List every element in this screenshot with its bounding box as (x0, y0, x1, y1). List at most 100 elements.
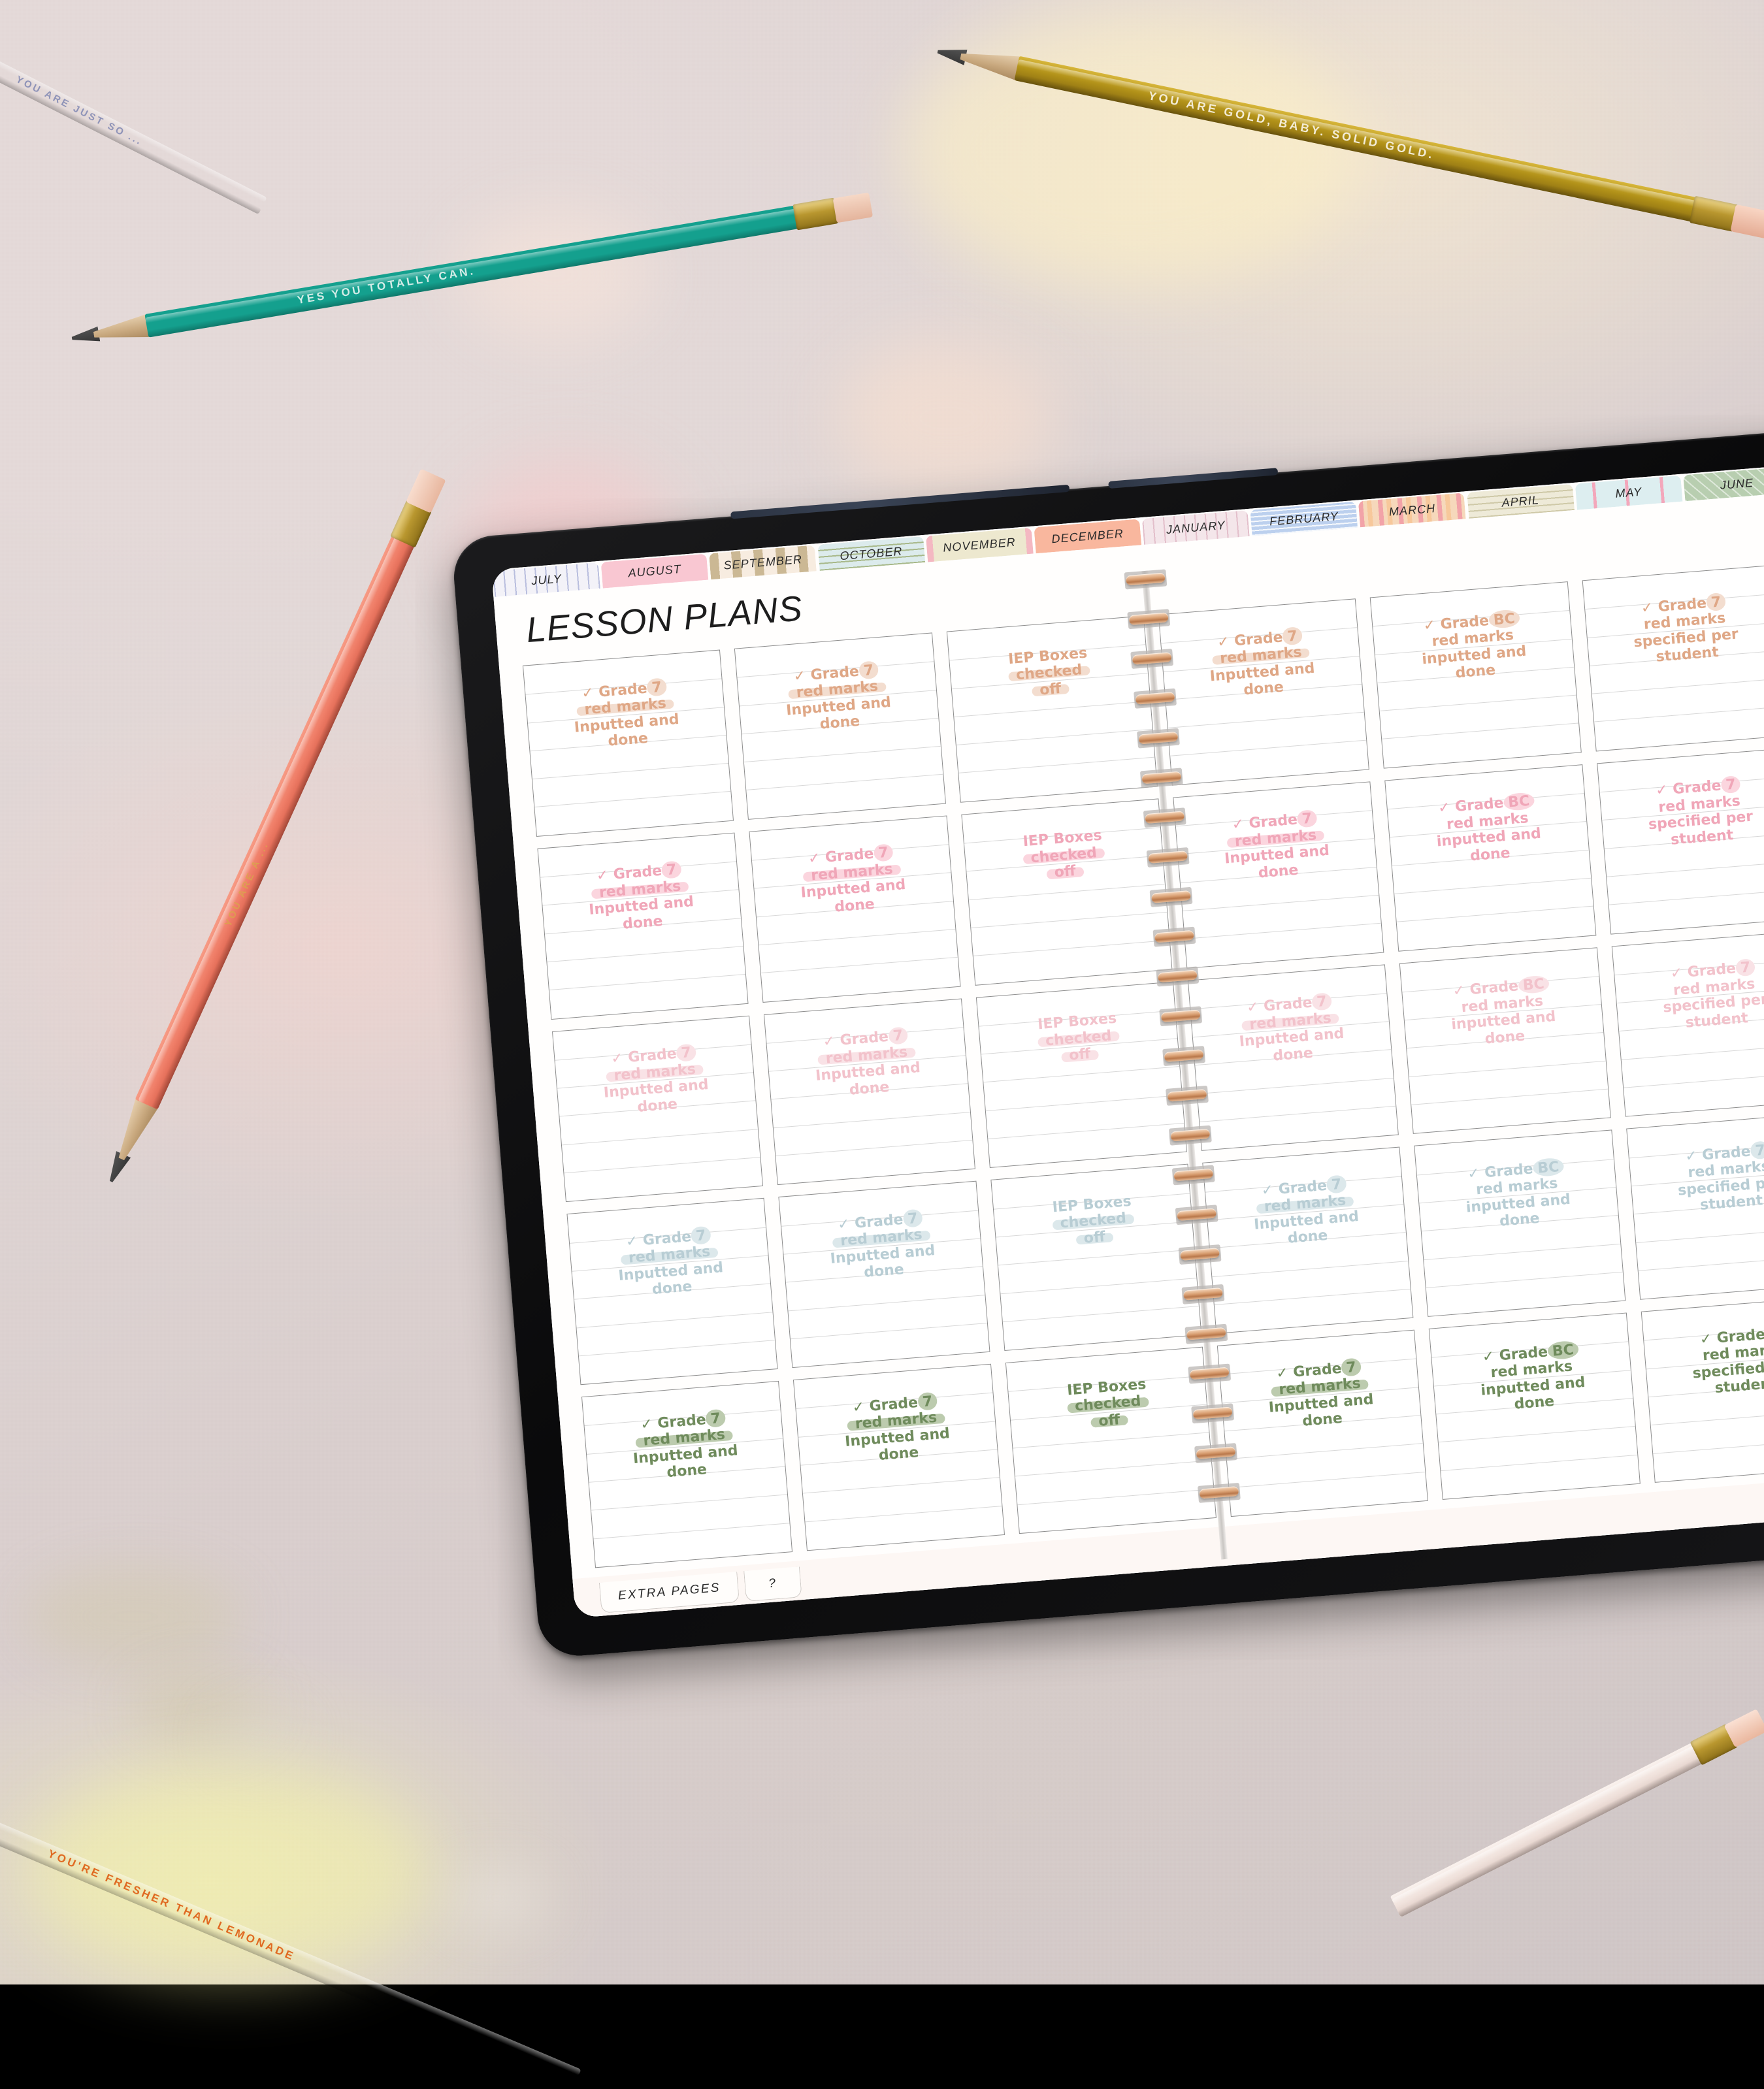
check-icon: ✓ (1437, 800, 1450, 817)
binding-ring (1124, 569, 1167, 589)
rule-line (776, 1140, 972, 1156)
binding-ring (1137, 728, 1180, 749)
help-label: ? (768, 1576, 778, 1591)
rule-line (1621, 1043, 1764, 1060)
rule-line (549, 974, 745, 990)
grade-pill: BC (1532, 1158, 1564, 1177)
page-title: LESSON PLANS (525, 588, 804, 651)
grade-pill: 7 (1706, 593, 1726, 611)
check-icon: ✓ (610, 1050, 623, 1067)
rule-line (1013, 1432, 1209, 1448)
binding-ring (1156, 966, 1199, 986)
rule-line (791, 1323, 987, 1339)
binding-ring (1184, 1324, 1228, 1344)
rule-line (983, 1067, 1179, 1083)
rule-line (968, 884, 1164, 900)
rule-line (1594, 706, 1764, 722)
grade-pill: 7 (691, 1227, 711, 1245)
check-icon: ✓ (823, 1033, 836, 1050)
month-tab-label: JULY (531, 572, 562, 588)
rule-line (958, 757, 1154, 773)
grade-pill: 7 (917, 1393, 938, 1411)
binding-ring (1127, 609, 1170, 629)
binding-ring (1159, 1006, 1202, 1026)
binding-ring (1191, 1403, 1234, 1423)
check-icon: ✓ (1452, 982, 1465, 999)
binding-ring (1198, 1483, 1241, 1503)
grade-pill: BC (1518, 976, 1550, 995)
rule-line (759, 929, 955, 945)
grade-pill: BC (1503, 793, 1535, 812)
grade-pill: 7 (647, 679, 667, 697)
rule-line (803, 1478, 999, 1494)
rule-line (1000, 1278, 1196, 1294)
grade-pill: 7 (873, 845, 893, 863)
rule-line (1441, 1455, 1637, 1471)
rule-line (1607, 861, 1764, 877)
check-icon: ✓ (1467, 1165, 1480, 1182)
binding-ring (1140, 768, 1183, 788)
rule-line (1382, 723, 1578, 739)
rule-line (1636, 1226, 1764, 1242)
month-tab-label: JUNE (1720, 476, 1754, 492)
binding-ring (1130, 649, 1173, 669)
extra-pages-button[interactable]: EXTRA PAGES (599, 1572, 740, 1613)
highlighted-text: off (1079, 1229, 1110, 1248)
binding-ring (1188, 1363, 1231, 1384)
grade-pill: 7 (1750, 1142, 1764, 1160)
rule-line (1592, 678, 1764, 694)
rule-line (971, 912, 1167, 928)
check-icon: ✓ (640, 1416, 653, 1433)
binding-ring (1162, 1046, 1205, 1066)
binding-ring (1150, 887, 1193, 907)
rule-line (1170, 740, 1366, 756)
binding-ring (1152, 927, 1196, 947)
light-glow (836, 340, 1058, 496)
rule-line (593, 1523, 789, 1539)
check-icon: ✓ (581, 685, 594, 702)
desk-stain (26, 1568, 242, 1666)
rule-line (1424, 1243, 1620, 1259)
grade-pill: 7 (1297, 810, 1317, 828)
binding-ring (1194, 1443, 1237, 1463)
grade-pill: BC (1488, 610, 1520, 629)
rule-line (547, 946, 743, 962)
grade-pill: 7 (706, 1410, 726, 1428)
help-button[interactable]: ? (743, 1566, 802, 1602)
rule-line (534, 791, 730, 807)
grade-pill: 7 (888, 1028, 908, 1046)
check-icon: ✓ (1261, 1182, 1274, 1199)
